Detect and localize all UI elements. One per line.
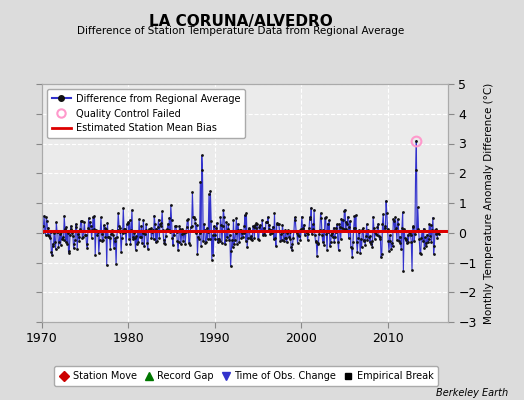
Legend: Station Move, Record Gap, Time of Obs. Change, Empirical Break: Station Move, Record Gap, Time of Obs. C… xyxy=(54,366,438,386)
Text: Berkeley Earth: Berkeley Earth xyxy=(436,388,508,398)
Legend: Difference from Regional Average, Quality Control Failed, Estimated Station Mean: Difference from Regional Average, Qualit… xyxy=(47,89,245,138)
Text: LA CORUNA/ALVEDRO: LA CORUNA/ALVEDRO xyxy=(149,14,333,29)
Y-axis label: Monthly Temperature Anomaly Difference (°C): Monthly Temperature Anomaly Difference (… xyxy=(484,82,494,324)
Text: Difference of Station Temperature Data from Regional Average: Difference of Station Temperature Data f… xyxy=(78,26,405,36)
